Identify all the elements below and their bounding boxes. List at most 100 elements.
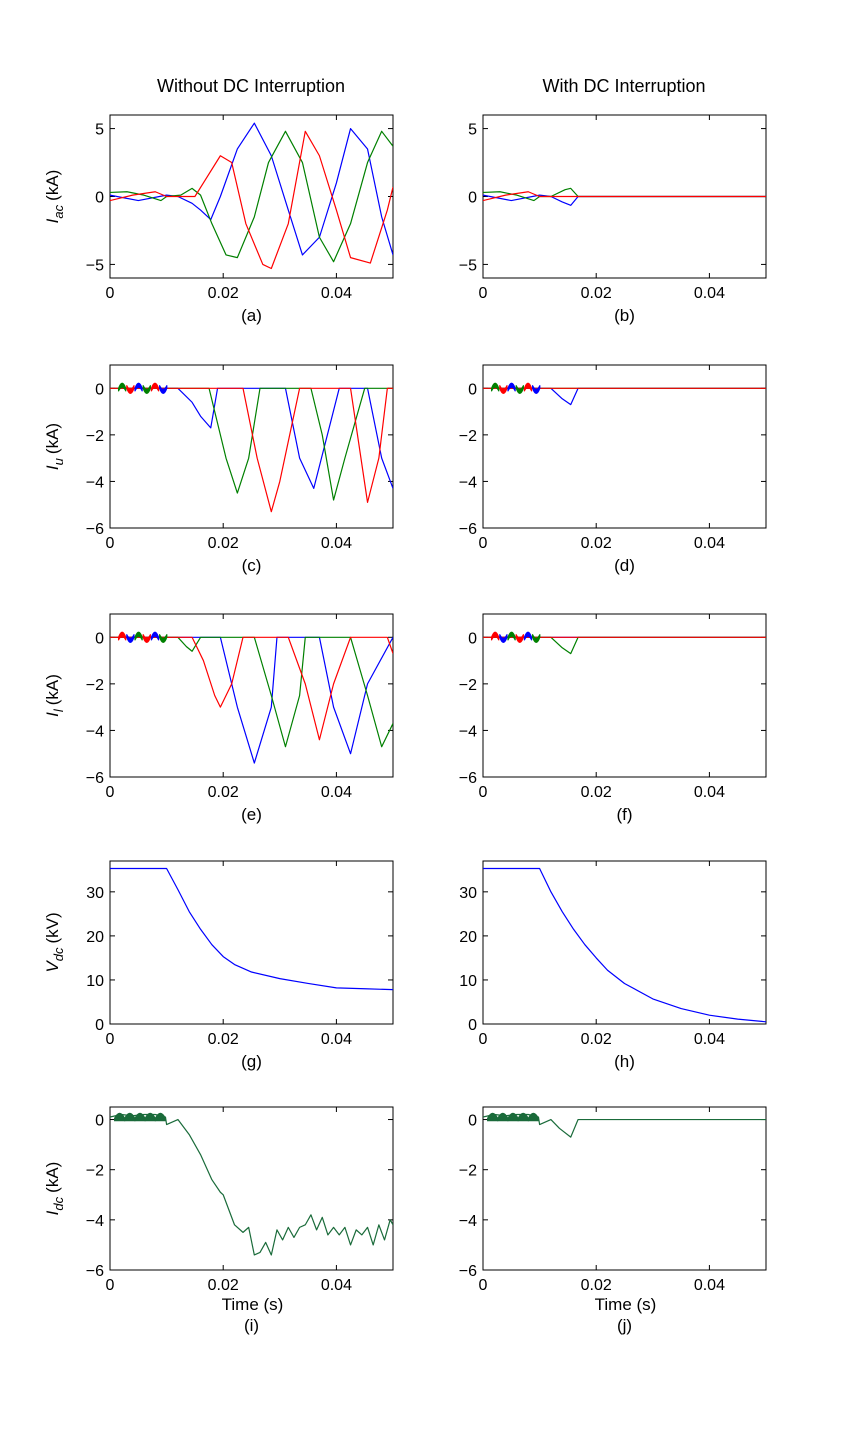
y-tick-label: −6 — [86, 1263, 104, 1280]
x-tick-label: 0.02 — [208, 1031, 239, 1048]
series-group — [483, 1112, 766, 1138]
y-tick-label: 0 — [95, 381, 104, 398]
y-tick-label: −6 — [459, 1263, 477, 1280]
series-line-3 — [110, 636, 393, 741]
panel-caption: (e) — [241, 805, 262, 824]
switching-ripple — [117, 382, 127, 392]
panel-caption: (b) — [614, 306, 635, 325]
switching-ripple — [507, 631, 516, 641]
switching-ripple — [126, 385, 135, 394]
y-tick-label: −5 — [459, 257, 477, 274]
panel-caption: (j) — [617, 1316, 632, 1335]
panel-f: 0 0.02 0.04 −6 −4 −2 0 (f) — [459, 613, 767, 824]
series-line-2 — [110, 636, 393, 748]
series-group — [483, 187, 766, 206]
x-tick-label: 0 — [479, 1031, 488, 1048]
switching-ripple — [117, 631, 127, 641]
y-tick-label: −4 — [86, 1213, 104, 1230]
x-tick-label: 0.04 — [694, 535, 725, 552]
series-group — [110, 1112, 393, 1256]
series-line-1 — [110, 636, 393, 764]
y-tick-label: 0 — [468, 630, 477, 647]
axes-box — [109, 364, 394, 529]
y-tick-label: −6 — [86, 770, 104, 787]
y-tick-label: 0 — [468, 1113, 477, 1130]
panel-caption: (a) — [241, 306, 262, 325]
axes-box — [482, 364, 767, 529]
switching-ripple — [159, 385, 168, 394]
x-axis-label: Time (s) — [595, 1295, 657, 1314]
series-group — [110, 631, 393, 764]
switching-ripple — [150, 631, 160, 641]
axes-box — [482, 860, 767, 1025]
panel-d: 0 0.02 0.04 −6 −4 −2 0 (d) — [459, 364, 767, 575]
switching-ripple — [515, 385, 524, 394]
switching-ripple — [507, 382, 516, 392]
axes-box — [482, 613, 767, 778]
series-line-2 — [483, 636, 766, 655]
series-line-3 — [110, 387, 393, 513]
x-tick-label: 0 — [106, 535, 115, 552]
x-tick-label: 0.02 — [208, 285, 239, 302]
x-tick-label: 0.02 — [581, 1277, 612, 1294]
x-tick-label: 0.02 — [581, 784, 612, 801]
panel-caption: (i) — [244, 1316, 259, 1335]
switching-ripple — [490, 382, 500, 392]
y-tick-label: 0 — [95, 630, 104, 647]
switching-ripple — [523, 631, 533, 641]
x-tick-label: 0.04 — [321, 784, 352, 801]
x-tick-label: 0.04 — [694, 285, 725, 302]
series-group — [110, 122, 393, 270]
series-group — [483, 382, 766, 406]
panel-c: 0 0.02 0.04 −6 −4 −2 0 (c) Iu(kA) — [43, 364, 394, 575]
series-group — [110, 867, 393, 991]
panel-a: 0 0.02 0.04−505(a)Iac(kA) — [43, 114, 394, 325]
y-tick-label: 20 — [459, 929, 477, 946]
y-axis-label: Iac(kA) — [43, 170, 66, 224]
switching-ripple — [126, 634, 135, 643]
x-tick-label: 0.02 — [581, 1031, 612, 1048]
panel-e: 0 0.02 0.04 −6 −4 −2 0 (e) Il(kA) — [43, 613, 394, 824]
y-tick-label: −5 — [86, 257, 104, 274]
switching-ripple — [532, 385, 541, 394]
x-tick-label: 0.04 — [694, 1031, 725, 1048]
series-line-1 — [110, 867, 393, 991]
y-tick-label: 30 — [459, 885, 477, 902]
y-tick-label: −2 — [459, 677, 477, 694]
series-line-2 — [110, 387, 393, 501]
switching-ripple — [499, 634, 508, 643]
panel-caption: (f) — [616, 805, 632, 824]
y-tick-label: −4 — [459, 1213, 477, 1230]
series-group — [110, 382, 393, 513]
y-tick-label: −2 — [86, 677, 104, 694]
x-tick-label: 0 — [479, 1277, 488, 1294]
x-tick-label: 0 — [479, 784, 488, 801]
switching-ripple — [134, 382, 143, 392]
y-tick-label: −4 — [86, 474, 104, 491]
y-tick-label: 0 — [95, 190, 104, 207]
panel-caption: (h) — [614, 1052, 635, 1071]
panel-g: 0 0.02 0.04 0 10 20 30 (g) Vdc(kV) — [43, 860, 394, 1071]
y-tick-label: 10 — [459, 973, 477, 990]
y-tick-label: 0 — [468, 190, 477, 207]
panel-j: 0 0.02 0.04 −6 −4 −2 0 (j) Time (s) — [459, 1106, 767, 1335]
switching-ripple — [490, 631, 500, 641]
y-tick-label: −4 — [86, 723, 104, 740]
y-axis-label: Iu(kA) — [43, 423, 66, 470]
y-tick-label: −6 — [459, 770, 477, 787]
y-tick-label: −6 — [86, 521, 104, 538]
y-tick-label: −2 — [86, 428, 104, 445]
switching-ripple — [142, 385, 151, 394]
x-tick-label: 0 — [479, 535, 488, 552]
panel-b: 0 0.02 0.04−505(b) — [459, 114, 767, 325]
switching-ripple — [515, 634, 524, 643]
axes-box — [482, 1106, 767, 1271]
y-tick-label: 20 — [86, 929, 104, 946]
series-line-3 — [483, 191, 766, 202]
panel-caption: (c) — [242, 556, 262, 575]
switching-ripple — [124, 1112, 136, 1122]
series-group — [483, 867, 766, 1023]
switching-ripple — [499, 385, 508, 394]
panel-h: 0 0.02 0.04 0 10 20 30 (h) — [459, 860, 767, 1071]
